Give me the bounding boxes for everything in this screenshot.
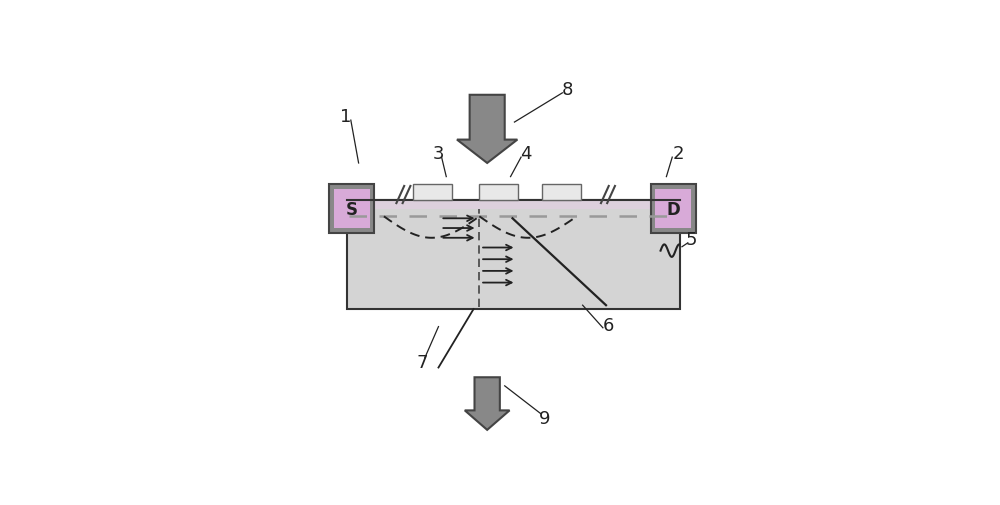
Text: 5: 5 bbox=[686, 230, 697, 248]
Text: 1: 1 bbox=[340, 108, 352, 126]
Bar bbox=[651, 185, 696, 234]
Bar bbox=[347, 200, 680, 209]
Text: D: D bbox=[666, 200, 680, 218]
Bar bbox=[413, 185, 452, 200]
Text: 8: 8 bbox=[561, 81, 573, 99]
Text: 7: 7 bbox=[416, 353, 428, 371]
Text: 4: 4 bbox=[520, 145, 532, 163]
Bar bbox=[655, 190, 691, 229]
Polygon shape bbox=[465, 378, 510, 430]
Text: 9: 9 bbox=[539, 410, 550, 427]
Bar bbox=[329, 185, 374, 234]
Bar bbox=[542, 185, 581, 200]
Text: 3: 3 bbox=[433, 145, 444, 163]
Bar bbox=[479, 185, 518, 200]
Polygon shape bbox=[457, 95, 517, 164]
Text: 2: 2 bbox=[672, 145, 684, 163]
Text: S: S bbox=[346, 200, 358, 218]
Text: 6: 6 bbox=[602, 316, 614, 334]
Bar bbox=[334, 190, 370, 229]
Bar bbox=[347, 200, 680, 310]
